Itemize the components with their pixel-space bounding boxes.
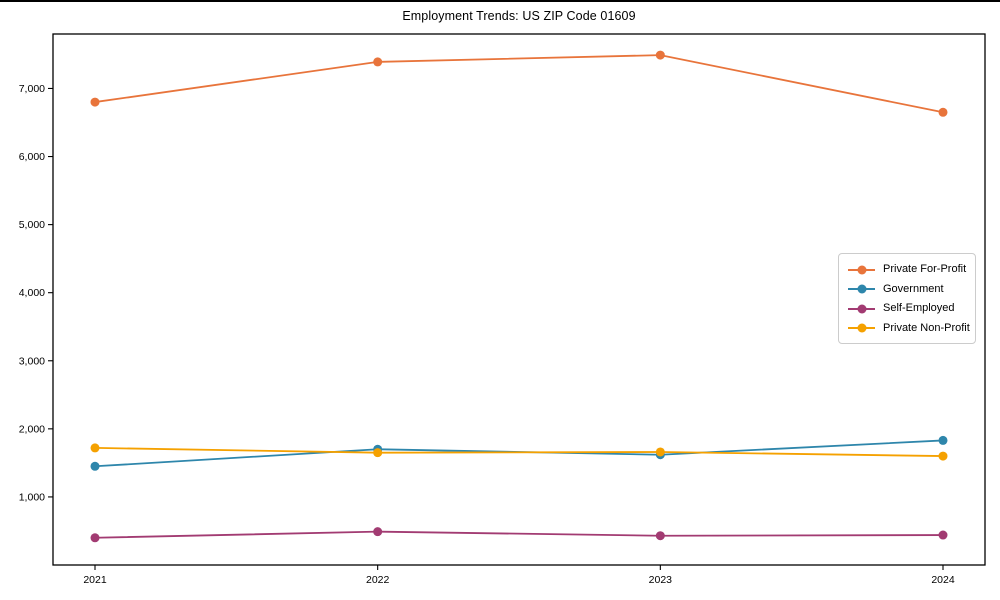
data-point-private-for-profit bbox=[90, 97, 100, 107]
series-line-private-non-profit bbox=[94, 447, 944, 457]
y-tick-label: 4,000 bbox=[19, 287, 45, 299]
series-line-private-for-profit bbox=[94, 54, 944, 114]
data-point-private-for-profit bbox=[373, 57, 383, 67]
legend-label: Government bbox=[883, 282, 944, 295]
data-point-private-for-profit bbox=[938, 107, 948, 117]
y-tick-label: 2,000 bbox=[19, 423, 45, 435]
data-point-private-for-profit bbox=[655, 50, 665, 60]
y-tick-label: 5,000 bbox=[19, 219, 45, 231]
data-point-government bbox=[938, 435, 948, 445]
data-point-private-non-profit bbox=[655, 447, 665, 457]
x-tick-label: 2024 bbox=[931, 574, 955, 586]
series-line-self-employed bbox=[94, 530, 944, 539]
legend: Private For-Profit Government Self-Emplo… bbox=[838, 253, 976, 344]
data-point-government bbox=[90, 461, 100, 471]
data-point-self-employed bbox=[90, 533, 100, 543]
legend-label: Self-Employed bbox=[883, 302, 955, 315]
legend-swatch-private-non-profit-icon bbox=[848, 323, 875, 334]
legend-label: Private Non-Profit bbox=[883, 321, 970, 334]
data-point-private-non-profit bbox=[938, 451, 948, 461]
legend-item-private-for-profit: Private For-Profit bbox=[848, 261, 967, 278]
legend-swatch-self-employed-icon bbox=[848, 303, 875, 314]
chart-title: Employment Trends: US ZIP Code 01609 bbox=[402, 9, 636, 23]
legend-item-private-non-profit: Private Non-Profit bbox=[848, 320, 970, 337]
legend-item-self-employed: Self-Employed bbox=[848, 300, 967, 317]
y-tick-label: 3,000 bbox=[19, 355, 45, 367]
y-tick-label: 6,000 bbox=[19, 151, 45, 163]
plot-border bbox=[52, 33, 986, 566]
data-point-self-employed bbox=[373, 527, 383, 537]
data-point-private-non-profit bbox=[90, 443, 100, 453]
data-point-self-employed bbox=[655, 531, 665, 541]
legend-swatch-private-for-profit-icon bbox=[848, 264, 875, 275]
y-tick-label: 1,000 bbox=[19, 491, 45, 503]
x-tick-label: 2022 bbox=[366, 574, 390, 586]
x-tick-label: 2023 bbox=[649, 574, 673, 586]
legend-item-government: Government bbox=[848, 281, 967, 298]
x-tick-label: 2021 bbox=[83, 574, 107, 586]
legend-label: Private For-Profit bbox=[883, 263, 967, 275]
y-tick-label: 7,000 bbox=[19, 83, 45, 95]
data-point-private-non-profit bbox=[373, 448, 383, 458]
capture-top-edge bbox=[0, 0, 1000, 2]
legend-swatch-government-icon bbox=[848, 284, 875, 295]
data-point-self-employed bbox=[938, 530, 948, 540]
